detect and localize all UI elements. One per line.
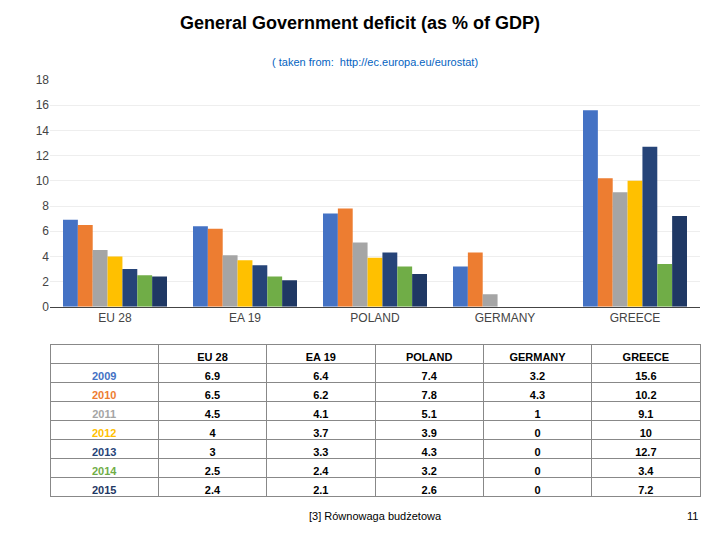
svg-text:12.7: 12.7 (635, 446, 656, 458)
svg-text:2013: 2013 (92, 446, 116, 458)
svg-text:6.5: 6.5 (205, 389, 220, 401)
svg-text:6.2: 6.2 (313, 389, 328, 401)
svg-text:2.4: 2.4 (313, 465, 329, 477)
svg-text:4.1: 4.1 (313, 408, 328, 420)
svg-text:GREECE: GREECE (610, 311, 661, 325)
svg-text:3.2: 3.2 (422, 465, 437, 477)
svg-text:2.4: 2.4 (205, 484, 221, 496)
svg-text:11: 11 (687, 510, 698, 522)
svg-text:[3] Równowaga budżetowa: [3] Równowaga budżetowa (309, 510, 442, 522)
svg-text:4.3: 4.3 (530, 389, 545, 401)
svg-text:0: 0 (534, 465, 540, 477)
svg-text:2014: 2014 (92, 465, 117, 477)
svg-text:7.8: 7.8 (422, 389, 437, 401)
svg-text:7.4: 7.4 (422, 370, 438, 382)
svg-text:3.9: 3.9 (422, 427, 437, 439)
svg-text:0: 0 (534, 446, 540, 458)
svg-text:6.4: 6.4 (313, 370, 329, 382)
svg-text:2009: 2009 (92, 370, 116, 382)
svg-text:GERMANY: GERMANY (509, 351, 566, 363)
svg-text:EU 28: EU 28 (98, 311, 132, 325)
svg-text:3.3: 3.3 (313, 446, 328, 458)
svg-text:GREECE: GREECE (623, 351, 669, 363)
svg-text:10: 10 (640, 427, 652, 439)
svg-text:General Government deficit (as: General Government deficit (as % of GDP) (180, 13, 540, 33)
svg-text:10: 10 (36, 174, 50, 188)
svg-text:POLAND: POLAND (406, 351, 453, 363)
svg-text:3.4: 3.4 (638, 465, 654, 477)
svg-text:9.1: 9.1 (638, 408, 653, 420)
svg-text:EA 19: EA 19 (229, 311, 261, 325)
svg-text:10.2: 10.2 (635, 389, 656, 401)
svg-text:POLAND: POLAND (350, 311, 400, 325)
svg-text:18: 18 (36, 73, 50, 87)
svg-text:1: 1 (534, 408, 540, 420)
svg-text:2.5: 2.5 (205, 465, 220, 477)
svg-text:14: 14 (36, 124, 50, 138)
svg-text:4.5: 4.5 (205, 408, 220, 420)
svg-text:2011: 2011 (92, 408, 116, 420)
svg-text:3.2: 3.2 (530, 370, 545, 382)
svg-text:6.9: 6.9 (205, 370, 220, 382)
svg-text:12: 12 (36, 149, 50, 163)
svg-text:( taken from: http://ec.europ: ( taken from: http://ec.europa.eu/eurost… (272, 56, 478, 68)
svg-text:15.6: 15.6 (635, 370, 656, 382)
svg-text:8: 8 (42, 199, 49, 213)
svg-text:0: 0 (42, 300, 49, 314)
svg-text:2.1: 2.1 (313, 484, 328, 496)
svg-text:0: 0 (534, 484, 540, 496)
svg-text:GERMANY: GERMANY (475, 311, 536, 325)
svg-text:2015: 2015 (92, 484, 116, 496)
svg-text:EA 19: EA 19 (306, 351, 336, 363)
svg-text:3.7: 3.7 (313, 427, 328, 439)
svg-text:7.2: 7.2 (638, 484, 653, 496)
svg-text:4: 4 (42, 250, 49, 264)
svg-text:2012: 2012 (92, 427, 116, 439)
svg-text:EU 28: EU 28 (197, 351, 228, 363)
svg-text:4.3: 4.3 (422, 446, 437, 458)
svg-text:3: 3 (209, 446, 215, 458)
svg-text:0: 0 (534, 427, 540, 439)
svg-text:2: 2 (42, 275, 49, 289)
svg-text:6: 6 (42, 224, 49, 238)
svg-text:16: 16 (36, 98, 50, 112)
svg-text:4: 4 (209, 427, 216, 439)
svg-text:5.1: 5.1 (422, 408, 437, 420)
svg-text:2010: 2010 (92, 389, 116, 401)
svg-text:2.6: 2.6 (422, 484, 437, 496)
